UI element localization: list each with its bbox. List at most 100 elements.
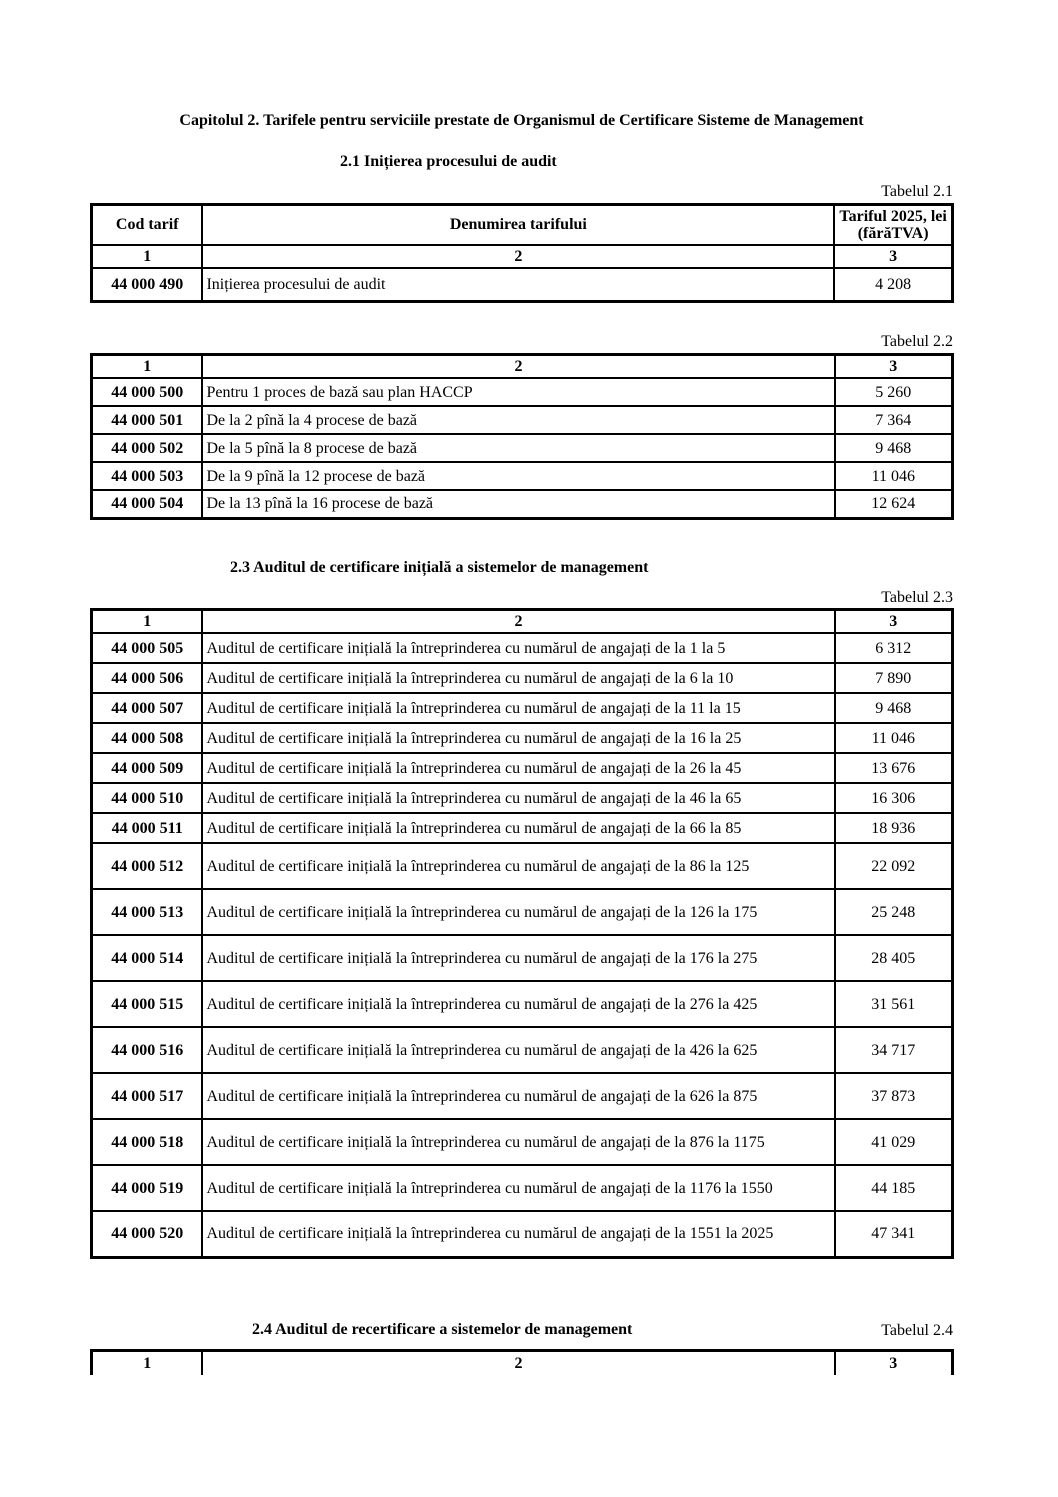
tariff-code: 44 000 519 [90,1164,204,1212]
table-row: 44 000 503 De la 9 pînă la 12 procese de … [90,461,954,491]
section-2-3-title: 2.3 Auditul de certificare inițială a si… [230,559,649,576]
tariff-name: Auditul de certificare inițială la între… [201,1118,836,1166]
tariff-code: 44 000 513 [90,888,204,936]
tariff-price: 34 717 [833,1026,954,1074]
table-2-3: 1 2 3 44 000 505 Auditul de certificare i… [90,608,954,1259]
tariff-price: 4 208 [833,266,954,303]
tariff-name: Auditul de certificare inițială la între… [201,662,836,694]
section-2-1-title: 2.1 Inițierea procesului de audit [340,153,557,170]
tariff-name: Auditul de certificare inițială la între… [201,842,836,890]
tariff-name: De la 5 pînă la 8 procese de bază [201,433,836,463]
section-2-4-title: 2.4 Auditul de recertificare a sistemelo… [252,1321,633,1338]
tariff-code: 44 000 512 [90,842,204,890]
tariff-price: 31 561 [833,980,954,1028]
tariff-name: Auditul de certificare inițială la între… [201,1164,836,1212]
tariff-name: Auditul de certificare inițială la între… [201,888,836,936]
tariff-name: Auditul de certificare inițială la între… [201,722,836,754]
tariff-price: 12 624 [833,489,954,519]
col-number: 1 [90,1349,204,1375]
table-row: 44 000 500 Pentru 1 proces de bază sau pl… [90,377,954,407]
tariff-price: 16 306 [833,782,954,814]
tariff-code: 44 000 509 [90,752,204,784]
header-name: Denumirea tarifului [201,203,836,246]
col-number: 3 [833,1349,954,1375]
tariff-name: De la 13 pînă la 16 procese de bază [201,489,836,519]
table-row: 44 000 490 Inițierea procesului de audit… [90,266,954,303]
tariff-code: 44 000 518 [90,1118,204,1166]
col-number: 2 [201,1349,836,1375]
tariff-code: 44 000 502 [90,433,204,463]
table-row: 44 000 511 Auditul de certificare inițial… [90,812,954,844]
tariff-price: 11 046 [833,461,954,491]
table-row: 44 000 515 Auditul de certificare inițial… [90,980,954,1028]
table-row: 44 000 508 Auditul de certificare inițial… [90,722,954,754]
header-price: Tariful 2025, lei (fărăTVA) [833,203,954,246]
table-row: 44 000 513 Auditul de certificare inițial… [90,888,954,936]
tariff-name: Auditul de certificare inițială la între… [201,782,836,814]
tariff-code: 44 000 507 [90,692,204,724]
col-number: 3 [833,608,954,634]
col-number: 1 [90,608,204,634]
tariff-name: Auditul de certificare inițială la între… [201,632,836,664]
tariff-code: 44 000 500 [90,377,204,407]
tariff-name: De la 9 pînă la 12 procese de bază [201,461,836,491]
table-2-4-label: Tabelul 2.4 [881,1322,953,1339]
tariff-code: 44 000 505 [90,632,204,664]
table-row: 44 000 507 Auditul de certificare inițial… [90,692,954,724]
col-number: 3 [833,353,954,379]
header-code: Cod tarif [90,203,204,246]
table-row: 44 000 516 Auditul de certificare inițial… [90,1026,954,1074]
col-number: 2 [201,243,836,269]
tariff-name: Pentru 1 proces de bază sau plan HACCP [201,377,836,407]
col-number: 1 [90,243,204,269]
table-row: 44 000 514 Auditul de certificare inițial… [90,934,954,982]
tariff-price: 6 312 [833,632,954,664]
col-number: 1 [90,353,204,379]
table-2-1: Cod tarif Denumirea tarifului Tariful 20… [90,203,954,303]
table-row: 44 000 520 Auditul de certificare inițial… [90,1210,954,1258]
table-2-3-label: Tabelul 2.3 [881,589,953,606]
table-row: 44 000 510 Auditul de certificare inițial… [90,782,954,814]
col-number: 3 [833,243,954,269]
tariff-name: Auditul de certificare inițială la între… [201,980,836,1028]
tariff-code: 44 000 515 [90,980,204,1028]
tariff-name: Auditul de certificare inițială la între… [201,812,836,844]
tariff-name: Auditul de certificare inițială la între… [201,934,836,982]
tariff-price: 5 260 [833,377,954,407]
tariff-code: 44 000 501 [90,405,204,435]
tariff-name: Inițierea procesului de audit [201,266,836,303]
table-row: 44 000 512 Auditul de certificare inițial… [90,842,954,890]
tariff-code: 44 000 503 [90,461,204,491]
tariff-name: Auditul de certificare inițială la între… [201,1072,836,1120]
tariff-code: 44 000 490 [90,266,204,303]
col-number: 2 [201,353,836,379]
tariff-price: 37 873 [833,1072,954,1120]
tariff-code: 44 000 508 [90,722,204,754]
table-row: 44 000 506 Auditul de certificare inițial… [90,662,954,694]
tariff-price: 22 092 [833,842,954,890]
tariff-price: 9 468 [833,433,954,463]
table-2-2-label: Tabelul 2.2 [881,333,953,350]
tariff-code: 44 000 516 [90,1026,204,1074]
table-2-1-label: Tabelul 2.1 [881,183,953,200]
tariff-code: 44 000 504 [90,489,204,519]
table-row: 44 000 518 Auditul de certificare inițial… [90,1118,954,1166]
tariff-price: 7 364 [833,405,954,435]
tariff-price: 47 341 [833,1210,954,1258]
tariff-price: 44 185 [833,1164,954,1212]
tariff-code: 44 000 511 [90,812,204,844]
tariff-name: Auditul de certificare inițială la între… [201,752,836,784]
table-row: 44 000 517 Auditul de certificare inițial… [90,1072,954,1120]
tariff-price: 9 468 [833,692,954,724]
table-row: 44 000 509 Auditul de certificare inițial… [90,752,954,784]
table-row: 44 000 501 De la 2 pînă la 4 procese de b… [90,405,954,435]
tariff-code: 44 000 506 [90,662,204,694]
tariff-price: 28 405 [833,934,954,982]
tariff-price: 18 936 [833,812,954,844]
tariff-name: Auditul de certificare inițială la între… [201,692,836,724]
table-row: 44 000 502 De la 5 pînă la 8 procese de b… [90,433,954,463]
tariff-price: 25 248 [833,888,954,936]
tariff-price: 41 029 [833,1118,954,1166]
chapter-title: Capitolul 2. Tarifele pentru serviciile … [179,112,864,129]
table-row: 44 000 519 Auditul de certificare inițial… [90,1164,954,1212]
